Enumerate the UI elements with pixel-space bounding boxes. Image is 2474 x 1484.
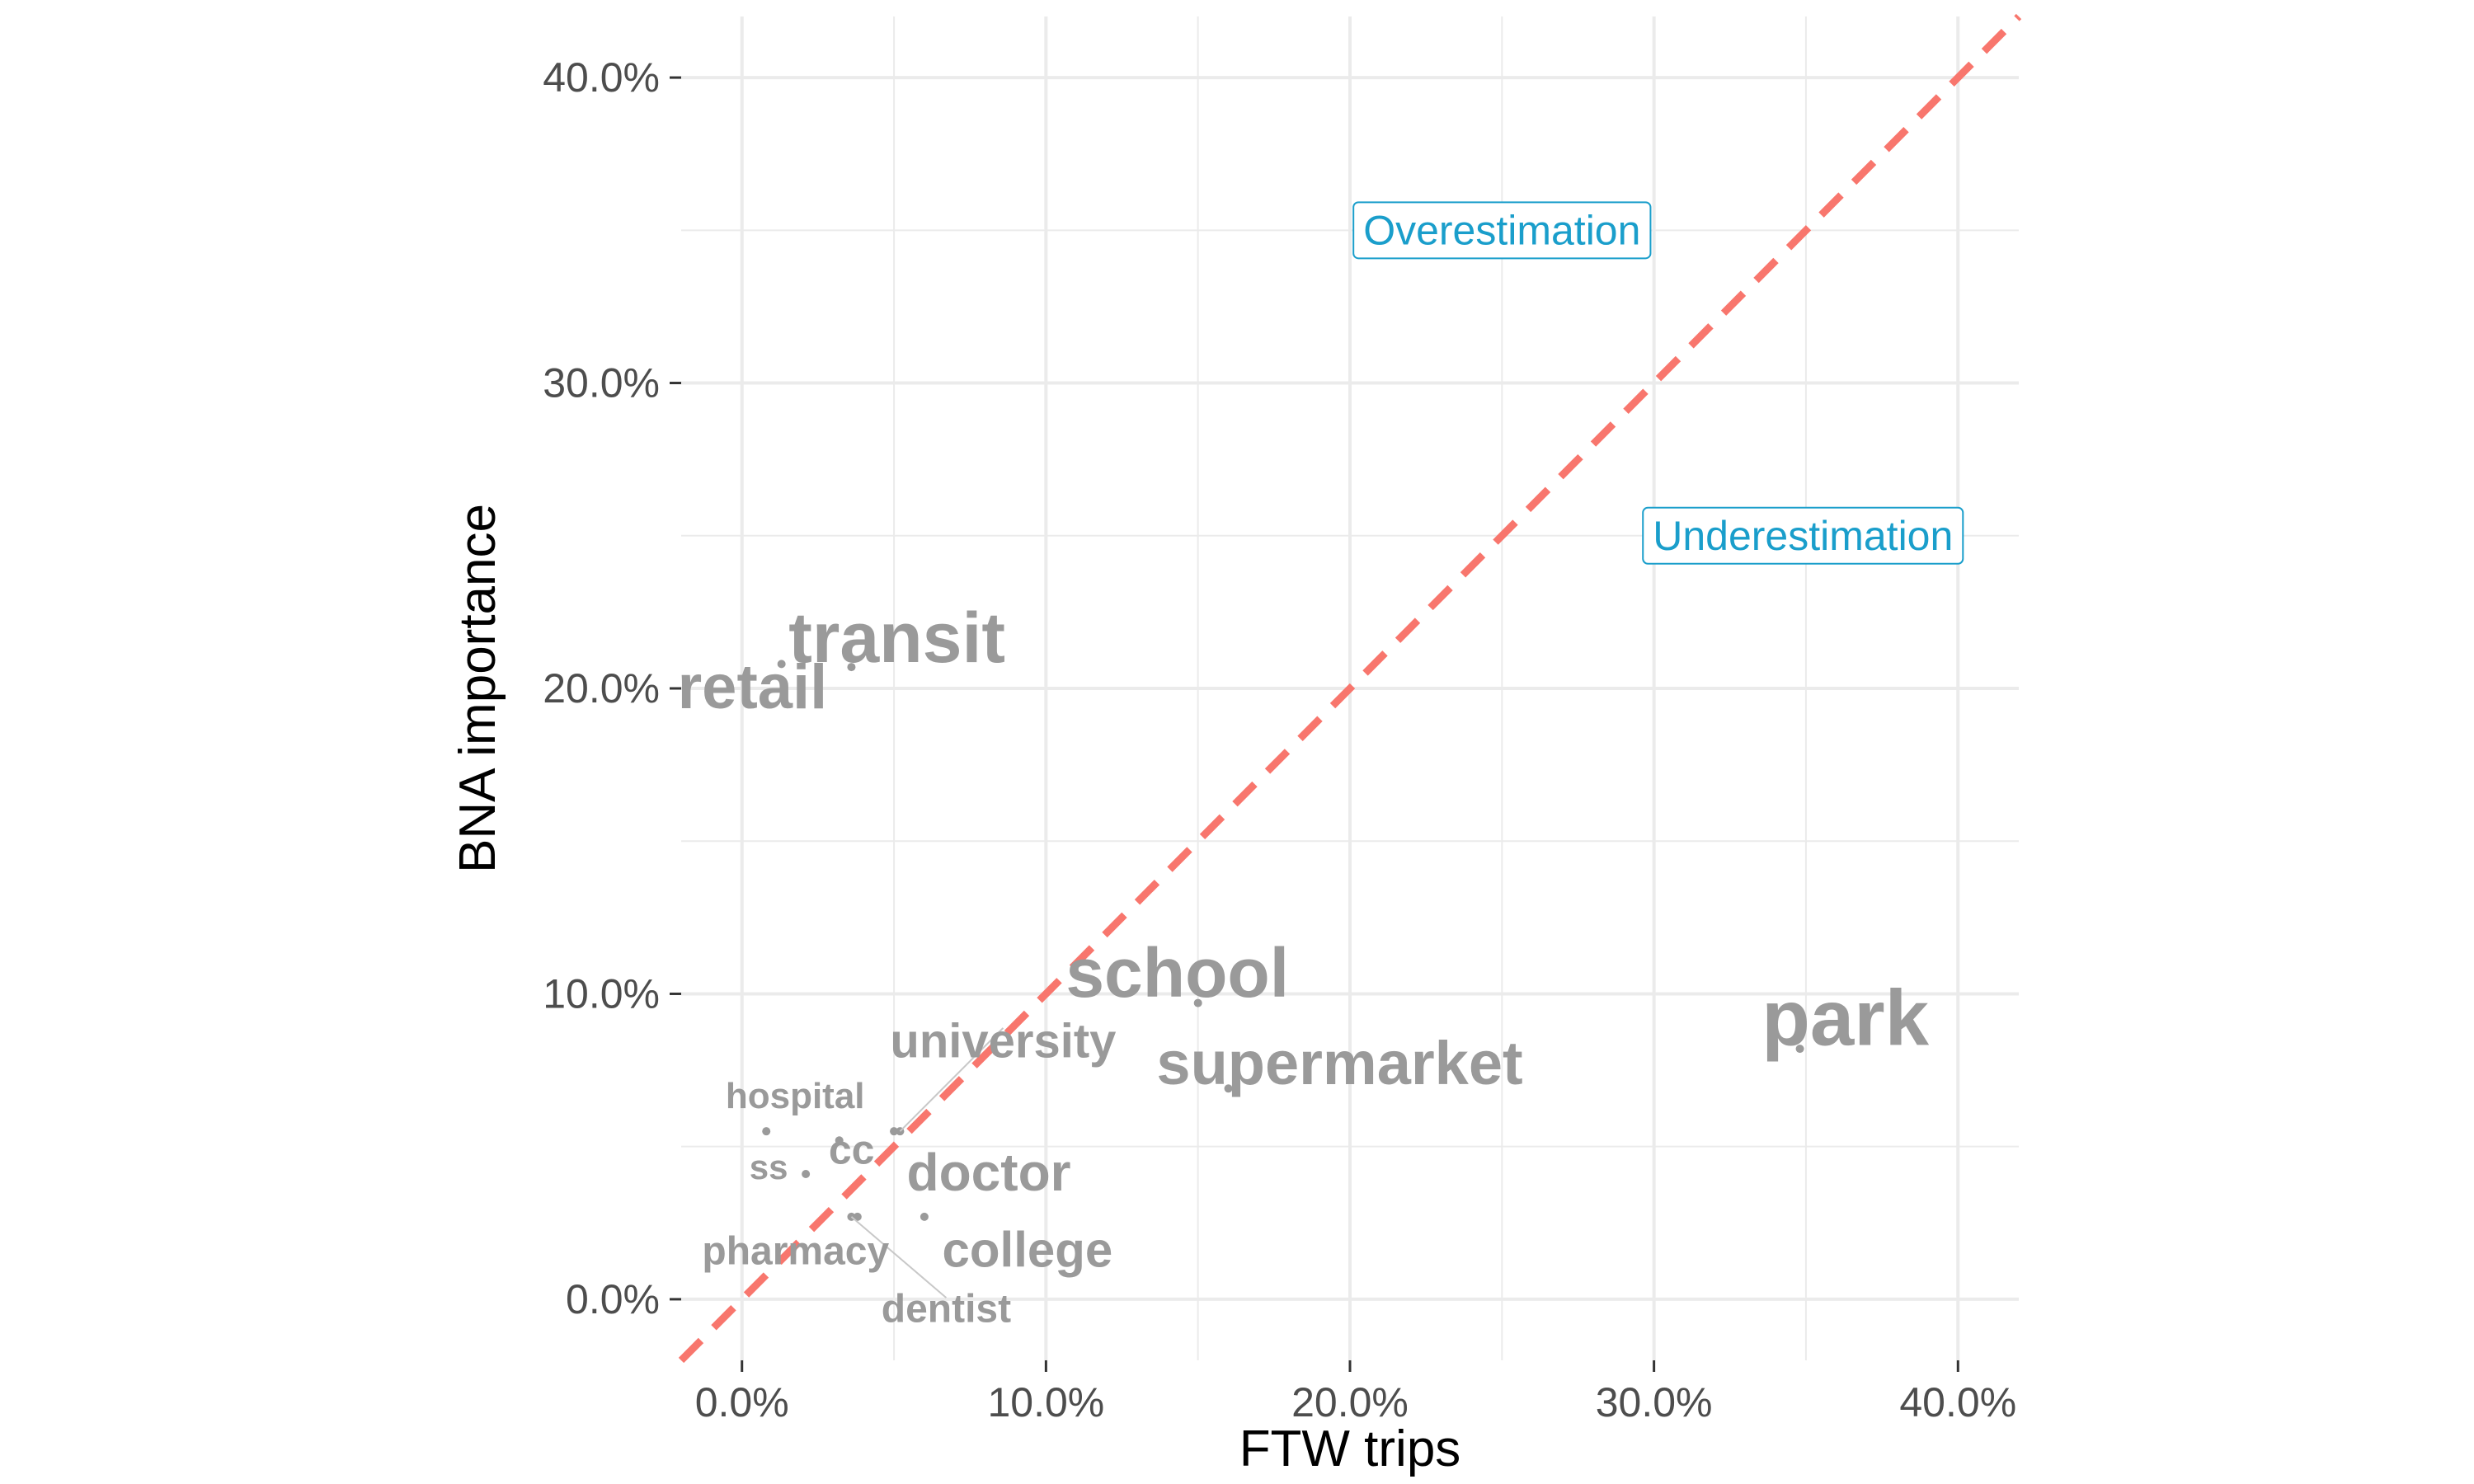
label-leader-lines (850, 1027, 1004, 1298)
annotation-underestimation: Underestimation (1653, 513, 1953, 559)
point-label-university: university (890, 1014, 1116, 1068)
point-label-retail: retail (678, 652, 828, 722)
annotation-box (1352, 201, 1652, 260)
axes: 0.0% 10.0% 20.0% 30.0% 40.0% 0.0% 10.0% 20.0% 30… (543, 54, 2016, 1425)
point-label-cc: cc (829, 1126, 875, 1172)
data-point-park (1795, 1045, 1804, 1054)
data-point-school (1193, 998, 1202, 1007)
annotation-overestimation: Overestimation (1363, 207, 1640, 253)
x-tick-label: 40.0% (1899, 1379, 2016, 1425)
point-label-supermarket: supermarket (1156, 1029, 1522, 1097)
point-label-dentist: dentist (882, 1288, 1011, 1331)
point-label-college: college (943, 1223, 1113, 1278)
reference-line-layer (678, 13, 2022, 1364)
x-tick-label: 0.0% (695, 1379, 789, 1425)
data-point-pharmacy (853, 1212, 862, 1221)
identity-reference-line (678, 13, 2022, 1364)
point-label-doctor: doctor (906, 1143, 1070, 1202)
data-point-college (920, 1212, 929, 1221)
grid-lines (681, 16, 2019, 1360)
annotation-box (1642, 506, 1964, 565)
point-label-school: school (1065, 934, 1289, 1012)
leader-line-dentist (850, 1216, 948, 1298)
y-axis-title: BNA importance (449, 504, 506, 873)
data-point-doctor (890, 1127, 899, 1136)
data-point-ss (802, 1170, 811, 1179)
data-point-retail (847, 663, 856, 672)
data-point-cc (835, 1136, 844, 1145)
x-tick-label: 20.0% (1291, 1379, 1409, 1425)
data-point-transit (777, 660, 786, 669)
point-label-ss: ss (750, 1148, 788, 1186)
y-tick-label: 0.0% (566, 1276, 660, 1322)
annotations: Overestimation Underestimation (1352, 201, 1964, 565)
data-point-supermarket (1224, 1084, 1233, 1093)
point-label-pharmacy: pharmacy (702, 1230, 889, 1274)
x-tick-label: 10.0% (987, 1379, 1104, 1425)
leader-line-university (899, 1027, 1004, 1132)
point-label-park: park (1761, 974, 1929, 1062)
data-point-hospital (762, 1127, 771, 1136)
point-label-hospital: hospital (726, 1076, 865, 1116)
y-tick-label: 30.0% (543, 360, 660, 406)
y-tick-label: 20.0% (543, 665, 660, 711)
y-tick-label: 40.0% (543, 54, 660, 101)
y-tick-label: 10.0% (543, 970, 660, 1017)
x-tick-label: 30.0% (1596, 1379, 1713, 1425)
point-label-transit: transit (788, 599, 1005, 678)
x-axis-title: FTW trips (1239, 1421, 1461, 1477)
